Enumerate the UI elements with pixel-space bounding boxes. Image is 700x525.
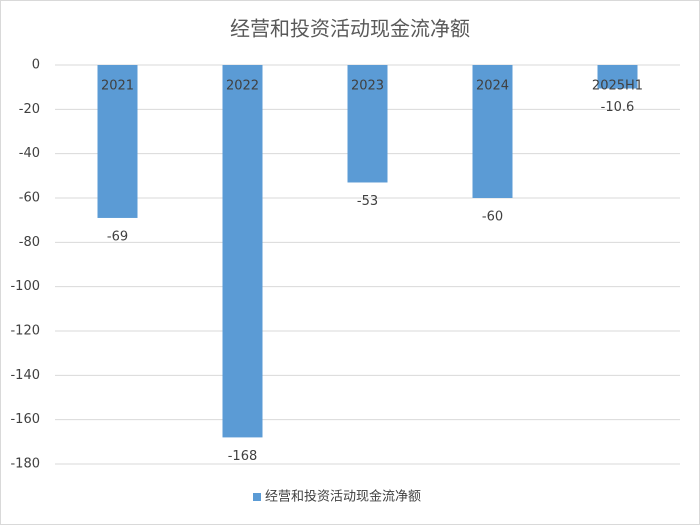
y-tick-label: -140	[10, 368, 40, 383]
x-tick-label: 2024	[476, 79, 509, 94]
data-label: -10.6	[601, 100, 635, 115]
legend-label: 经营和投资活动现金流净额	[265, 489, 421, 505]
data-label: -69	[107, 229, 128, 244]
y-tick-label: -40	[19, 146, 40, 161]
bar	[222, 65, 263, 438]
chart-title: 经营和投资活动现金流净额	[230, 17, 470, 41]
y-tick-label: -120	[10, 324, 40, 339]
bar	[347, 65, 388, 183]
x-tick-label: 2021	[101, 79, 134, 94]
data-label: -60	[482, 210, 503, 225]
y-tick-label: 0	[32, 58, 40, 73]
x-tick-label: 2022	[226, 79, 259, 94]
legend-swatch	[253, 493, 261, 501]
y-tick-label: -100	[10, 279, 40, 294]
data-label: -168	[228, 449, 258, 464]
x-tick-label: 2025H1	[592, 79, 643, 94]
bar	[97, 65, 138, 218]
y-tick-label: -80	[19, 235, 40, 250]
bar	[597, 65, 638, 89]
x-tick-label: 2023	[351, 79, 384, 94]
y-tick-label: -20	[19, 102, 40, 117]
data-label: -53	[357, 194, 378, 209]
bar	[472, 65, 513, 198]
y-tick-label: -60	[19, 191, 40, 206]
y-tick-label: -180	[10, 457, 40, 472]
y-tick-label: -160	[10, 412, 40, 427]
